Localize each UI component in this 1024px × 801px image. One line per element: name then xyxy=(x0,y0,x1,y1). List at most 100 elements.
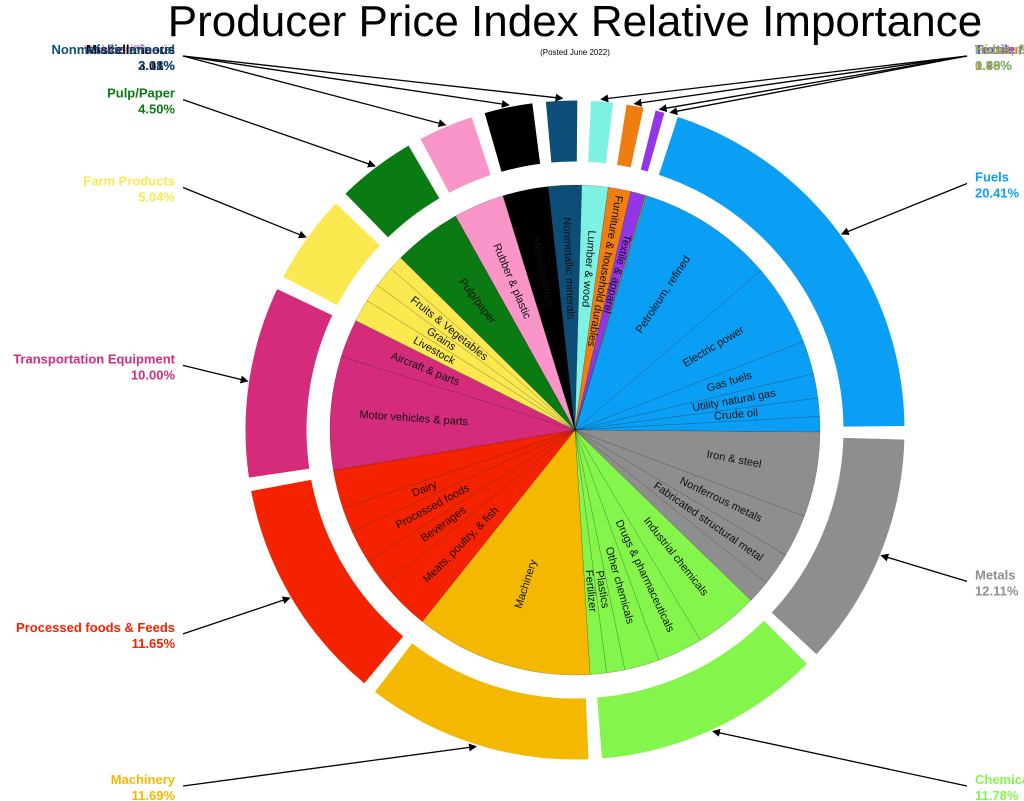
inner-slice-chemicals-0 xyxy=(574,429,752,641)
legend-value-nonmetallic-mineral: 2.18% xyxy=(138,58,175,73)
legend-value-farm-products: 5.04% xyxy=(138,189,175,204)
inner-slice-metals-3 xyxy=(574,429,767,601)
outer-ring-segment-lumber-wood xyxy=(587,99,615,165)
outer-ring-segment-chemicals xyxy=(596,619,809,760)
chart-subtitle: (Posted June 2022) xyxy=(540,48,610,57)
callout-arrow-nonmetallic-mineral xyxy=(182,55,564,102)
legend-value-rubber-plastic: 3.35% xyxy=(138,58,175,73)
outer-ring-segment-processed-foods-feeds xyxy=(250,478,405,685)
legend-label-machinery: Machinery xyxy=(111,772,176,787)
inner-slice-processed-foods-feeds-4 xyxy=(333,429,576,509)
legend-label-textile-apparel: Textile / Apparel xyxy=(975,42,1024,57)
legend-label-nonmetallic-mineral: Nonmetallic mineral xyxy=(51,42,175,57)
inner-slice-farm-products-2 xyxy=(377,268,576,431)
callout-arrow-textile-apparel xyxy=(658,55,968,113)
outer-ring-segment-nonmetallic-mineral xyxy=(544,99,579,164)
legend-label-funature-household-durables: Funature/Household Durables xyxy=(975,42,1024,57)
inner-slice-farm-products-0 xyxy=(355,300,576,431)
outer-ring-segment-transportation-equipment xyxy=(244,287,334,479)
legend-value-machinery: 11.69% xyxy=(132,788,176,801)
inner-slice-chemicals-3 xyxy=(574,429,626,674)
inner-slice-fuels-0 xyxy=(574,195,762,431)
legend-value-hides-skins-leathers: 0.08% xyxy=(975,58,1012,73)
inner-pie xyxy=(329,184,821,676)
inner-label-nonmetallic-minerals: Nonmetallic minerals xyxy=(560,217,576,320)
callout-arrow-funature-household-durables xyxy=(633,55,968,107)
inner-slice-lumber-wood-0 xyxy=(574,184,609,431)
legend-value-processed-foods-feeds: 11.65% xyxy=(132,636,176,651)
legend-label-hides-skins-leathers: Hides, Skins, leathers xyxy=(975,42,1024,57)
legend-value-chemicals: 11.78% xyxy=(975,788,1019,801)
legend-value-textile-apparel: 0.98% xyxy=(975,58,1012,73)
inner-slice-nonmetallic-mineral-0 xyxy=(548,184,583,431)
callout-arrow-hides-skins-leathers xyxy=(669,55,968,116)
inner-slice-chemicals-1 xyxy=(574,429,701,661)
inner-slice-transportation-equipment-0 xyxy=(329,355,576,471)
legend-label-processed-foods-feeds: Processed foods & Feeds xyxy=(16,620,175,635)
inner-slice-metals-1 xyxy=(574,429,805,556)
outer-ring-segment-fuels xyxy=(657,115,906,428)
callout-arrow-farm-products xyxy=(182,186,307,239)
legend-label-pulp-paper: Pulp/Paper xyxy=(107,86,175,101)
inner-slice-processed-foods-feeds-0 xyxy=(384,429,576,622)
inner-slice-fuels-4 xyxy=(574,397,820,431)
callout-arrow-processed-foods-feeds xyxy=(182,596,291,635)
callout-arrow-transportation-equipment xyxy=(182,364,249,384)
callout-arrow-fuels xyxy=(840,182,968,236)
inner-slice-machinery-0 xyxy=(421,429,591,676)
outer-ring-segment-pulp-paper xyxy=(344,144,441,239)
inner-slice-processed-foods-feeds-3 xyxy=(342,429,576,532)
inner-slice-rubber-plastic-0 xyxy=(455,195,576,431)
legend-label-farm-products: Farm Products xyxy=(83,173,175,188)
inner-label-fertilizer: Fertilizer xyxy=(582,569,598,612)
outer-ring-segment-machinery xyxy=(373,642,590,761)
inner-slice-hides-skins-leathers-0 xyxy=(574,195,647,431)
callout-arrow-miscellaneous xyxy=(182,55,510,108)
legend-label-lumber-wood: Lumber/Wood xyxy=(975,42,1024,57)
inner-slice-fuels-2 xyxy=(574,341,814,431)
outer-ring-segment-funature-household-durables xyxy=(615,103,645,169)
callout-arrow-chemicals xyxy=(711,728,968,787)
inner-slice-farm-products-3 xyxy=(390,257,576,431)
legend-value-miscellaneous: 3.01% xyxy=(138,58,175,73)
inner-label-crude-oil: Crude oil xyxy=(714,407,759,423)
callout-arrow-machinery xyxy=(182,743,477,787)
legend-value-lumber-wood: 1.73% xyxy=(975,58,1012,73)
inner-slice-processed-foods-feeds-1 xyxy=(367,429,576,586)
inner-slice-processed-foods-feeds-2 xyxy=(351,429,576,562)
inner-slice-chemicals-4 xyxy=(574,429,607,675)
legend-value-pulp-paper: 4.50% xyxy=(138,102,175,117)
legend-label-transportation-equipment: Transportation Equipment xyxy=(13,351,175,366)
callout-arrow-lumber-wood xyxy=(600,55,968,103)
outer-ring-segment-textile-apparel xyxy=(639,109,666,173)
inner-slice-metals-2 xyxy=(574,429,786,584)
legend-value-metals: 12.11% xyxy=(975,583,1019,598)
chart-title: Producer Price Index Relative Importance xyxy=(168,0,982,46)
legend-value-transportation-equipment: 10.00% xyxy=(131,367,176,382)
callout-arrow-pulp-paper xyxy=(182,99,376,168)
outer-ring-segment-rubber-plastic xyxy=(419,115,492,195)
legend-value-funature-household-durables: 1.49% xyxy=(975,58,1012,73)
legend-label-chemicals: Chemicals xyxy=(975,772,1024,787)
inner-slice-pulp-paper-0 xyxy=(400,215,576,431)
legend-label-fuels: Fuels xyxy=(975,169,1009,184)
callout-arrow-rubber-plastic xyxy=(182,55,447,128)
outer-ring-segment-miscellaneous xyxy=(483,102,542,173)
inner-slice-fuels-1 xyxy=(574,270,804,431)
legend-label-miscellaneous: Miscellaneous xyxy=(86,42,175,57)
inner-slice-transportation-equipment-1 xyxy=(341,320,576,431)
inner-slice-funature-household-durables-0 xyxy=(574,186,632,431)
legend-label-rubber-plastic: Rubber/Plastic xyxy=(84,42,175,57)
inner-slice-miscellaneous-0 xyxy=(502,186,576,431)
inner-slice-chemicals-2 xyxy=(574,429,660,671)
legend-value-fuels: 20.41% xyxy=(975,185,1020,200)
callout-arrow-metals xyxy=(880,553,968,583)
inner-slice-farm-products-1 xyxy=(366,284,576,431)
legend-label-metals: Metals xyxy=(975,567,1015,582)
inner-slice-fuels-3 xyxy=(574,373,819,431)
outer-ring-segment-metals xyxy=(770,436,906,656)
inner-slice-fuels-5 xyxy=(574,416,821,433)
inner-slice-textile-apparel-0 xyxy=(574,191,646,431)
